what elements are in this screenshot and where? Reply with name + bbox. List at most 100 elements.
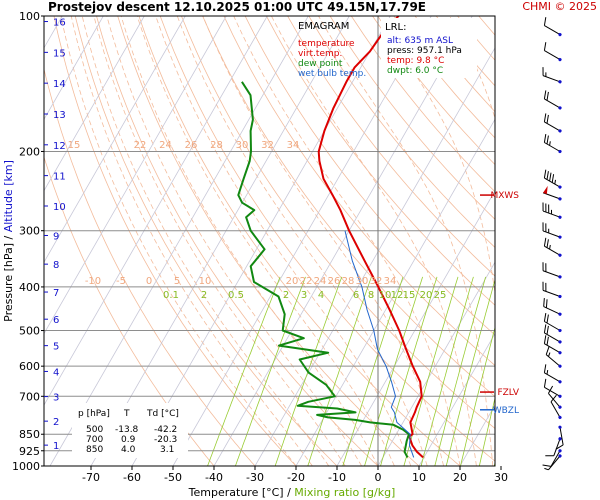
- pressure-tick-label: 100: [19, 10, 40, 23]
- wind-barb-point: [558, 275, 562, 279]
- moist-adiabat-label: 5: [174, 276, 180, 287]
- dry-adiabat-line: [181, 16, 495, 430]
- plot-area: [44, 16, 600, 466]
- wind-barb: [543, 298, 562, 316]
- pressure-tick-label: 850: [19, 428, 40, 441]
- altitude-tick-label: 9: [53, 231, 59, 242]
- table-cell: -20.3: [154, 435, 177, 445]
- wind-barb-flag: [545, 455, 554, 457]
- wind-barb-flag: [542, 222, 544, 231]
- wind-barb-flag: [543, 335, 547, 344]
- mixing-ratio-label: 12: [391, 290, 404, 301]
- isotherm-line: [44, 16, 104, 121]
- wind-barb-point: [558, 32, 562, 37]
- altitude-tick-label: 15: [53, 48, 66, 59]
- table-cell: 4.0: [121, 445, 136, 455]
- altitude-tick-label: 8: [53, 260, 59, 271]
- moist-adiabat-line: [377, 16, 495, 296]
- wind-barb-flag: [546, 114, 549, 124]
- copyright-text: CHMI © 2025: [522, 0, 597, 13]
- wind-barb: [543, 17, 562, 37]
- wind-barb: [542, 185, 562, 201]
- wind-barb-point: [558, 215, 562, 219]
- isotherm-line: [44, 16, 268, 406]
- wind-barb-half-flag: [551, 209, 553, 215]
- wind-barb-flag: [546, 336, 549, 346]
- wind-barb: [542, 449, 562, 467]
- altitude-tick-label: 1: [53, 441, 59, 452]
- wind-profile-panel: [542, 17, 564, 471]
- temperature-tick-label: -40: [205, 471, 223, 484]
- wind-barb-flag: [543, 378, 547, 388]
- wind-barb-flag: [546, 91, 549, 101]
- wind-barb-flag: [551, 174, 555, 183]
- wind-barb-pennant: [543, 185, 548, 195]
- mixing-ratio-line: [274, 276, 343, 466]
- wind-barb-flag: [543, 298, 545, 307]
- wind-barb-flag: [548, 204, 550, 214]
- wind-barb-point: [558, 129, 562, 133]
- moist-adiabat-line: [519, 16, 543, 466]
- wind-barb: [547, 385, 562, 409]
- pressure-tick-label: 1000: [12, 460, 40, 473]
- mixing-ratio-line: [380, 276, 438, 466]
- altitude-tick-label: 2: [53, 417, 59, 428]
- isotherm-line: [254, 47, 495, 466]
- wind-barb: [542, 67, 562, 84]
- wind-barb: [542, 202, 562, 219]
- wind-barb-flag: [546, 314, 549, 324]
- wind-barb: [543, 364, 562, 384]
- wind-barb-point: [558, 185, 562, 189]
- temperature-axis: -70 -60 -50 -40 -30 -20 -10 0 10 20 30: [82, 466, 508, 484]
- mixing-ratio-label: 3: [301, 290, 307, 301]
- sounding-series: [237, 16, 424, 459]
- mixing-ratio-line: [434, 276, 486, 466]
- mixing-ratio-label: 6: [353, 290, 359, 301]
- pressure-tick-label: 700: [19, 390, 40, 403]
- pressure-tick-label: 300: [19, 225, 40, 238]
- mixing-ratio-label: 20: [420, 290, 433, 301]
- mixing-ratio-line: [342, 276, 404, 466]
- wind-barb-flag: [546, 135, 549, 145]
- mixing-ratio-label: 0.5: [228, 290, 244, 301]
- table-cell: 0.9: [121, 435, 136, 445]
- table-cell: 700: [86, 435, 103, 445]
- summary-table-background: [72, 403, 188, 458]
- summary-table: p [hPa] T Td [°C] 500 -13.8 -42.2 700 0.…: [72, 403, 188, 458]
- table-cell: 500: [86, 425, 103, 435]
- level-marker-label: FZLV: [497, 388, 519, 398]
- dry-adiabat-line: [266, 16, 495, 306]
- wind-barb-staff: [542, 230, 561, 238]
- wind-barb-flag: [546, 171, 549, 180]
- mixing-ratio-line: [445, 278, 495, 466]
- pressure-tick-label: 400: [19, 281, 40, 294]
- mixing-ratio-line: [493, 461, 495, 466]
- dry-adiabat-line: [564, 16, 600, 466]
- wind-barb-point: [558, 449, 562, 453]
- wind-barb-flag: [543, 312, 547, 322]
- dry-adiabat-line: [542, 16, 600, 466]
- legend-heading: EMAGRAM: [298, 21, 349, 32]
- mixing-ratio-label: 15: [403, 290, 416, 301]
- wind-barb-half-flag: [546, 370, 549, 375]
- temperature-tick-label: 0: [375, 471, 382, 484]
- wind-barb-staff: [542, 192, 561, 200]
- lrl-box-background: [381, 18, 477, 78]
- wind-barb-flag: [542, 202, 544, 212]
- level-marker-label: WBZL: [493, 406, 519, 416]
- table-cell: -42.2: [154, 425, 177, 435]
- moist-adiabat-label: 34: [384, 276, 397, 287]
- isotherm-line: [44, 16, 186, 263]
- wind-barb-point: [558, 364, 562, 368]
- wind-barb-point: [558, 80, 562, 84]
- temperature-tick-label: -10: [328, 471, 346, 484]
- wind-barb-point: [558, 415, 562, 419]
- wind-barb: [543, 90, 562, 110]
- wind-barb-point: [558, 405, 562, 409]
- mixing-ratio-line: [235, 276, 306, 466]
- dry-adiabat-line: [287, 16, 495, 277]
- moist-adiabat-label: 28: [342, 276, 355, 287]
- wind-barb-flag: [542, 67, 544, 76]
- table-header-pressure: p [hPa]: [78, 409, 110, 419]
- wind-barb-point: [558, 425, 562, 429]
